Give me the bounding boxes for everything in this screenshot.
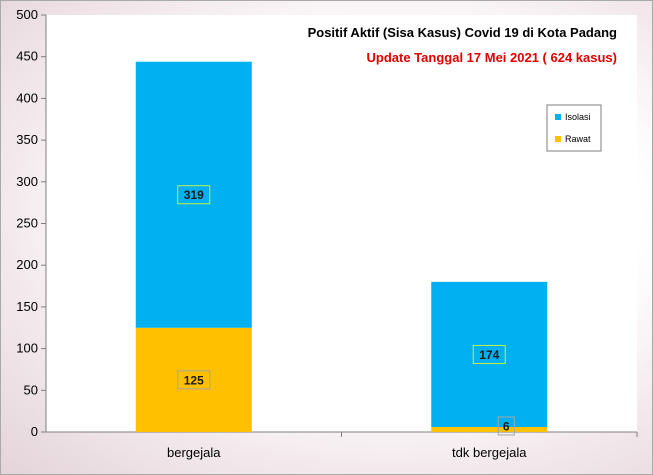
legend: Isolasi Rawat xyxy=(546,104,602,152)
data-label: 6 xyxy=(503,419,510,433)
legend-box xyxy=(546,104,602,152)
legend-label-rawat: Rawat xyxy=(565,134,591,144)
y-tick-label: 500 xyxy=(16,7,38,22)
data-label-box xyxy=(497,416,515,436)
bar-segment-rawat xyxy=(431,426,548,432)
y-tick-label: 0 xyxy=(31,424,38,439)
data-label-box xyxy=(177,370,211,390)
y-tick-label: 450 xyxy=(16,49,38,64)
bar-segment-rawat xyxy=(135,327,252,432)
data-label-box xyxy=(472,344,506,364)
bar-segment-isolasi xyxy=(135,61,252,328)
y-tick-label: 350 xyxy=(16,132,38,147)
bar-segment-isolasi xyxy=(431,281,548,427)
y-tick-label: 100 xyxy=(16,341,38,356)
legend-swatch-isolasi xyxy=(555,114,561,120)
chart-subtitle: Update Tanggal 17 Mei 2021 ( 624 kasus) xyxy=(367,50,617,65)
legend-swatch-rawat xyxy=(555,136,561,142)
y-tick-label: 50 xyxy=(24,382,38,397)
x-category-label: bergejala xyxy=(167,445,221,460)
data-label: 125 xyxy=(184,373,204,387)
data-label: 174 xyxy=(479,348,499,362)
y-tick-label: 150 xyxy=(16,299,38,314)
chart-title: Positif Aktif (Sisa Kasus) Covid 19 di K… xyxy=(308,25,617,40)
y-tick-label: 250 xyxy=(16,216,38,231)
y-tick-label: 300 xyxy=(16,174,38,189)
data-label: 319 xyxy=(184,188,204,202)
data-label-box xyxy=(177,185,211,205)
x-category-label: tdk bergejala xyxy=(452,445,527,460)
y-tick-label: 400 xyxy=(16,90,38,105)
legend-label-isolasi: Isolasi xyxy=(565,112,591,122)
y-tick-label: 200 xyxy=(16,257,38,272)
plot-area xyxy=(46,15,637,432)
